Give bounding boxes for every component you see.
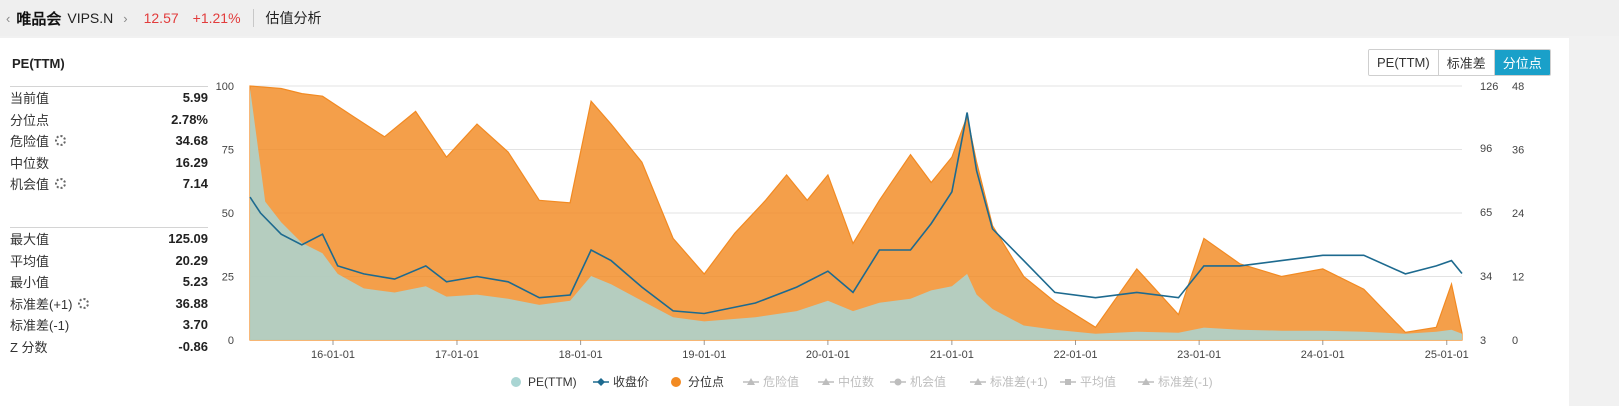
stat-min: 最小值 5.23 [10, 271, 208, 293]
x-tick-label: 23-01-01 [1177, 349, 1221, 361]
stat-std-plus: 标准差(+1) 36.88 [10, 293, 208, 315]
x-tick-label: 20-01-01 [806, 349, 850, 361]
series-pe-area [250, 88, 1462, 340]
y-tick-label: 25 [222, 272, 234, 284]
stat-danger: 危险值 34.68 [10, 130, 208, 152]
panel-title: PE(TTM) [12, 56, 65, 71]
y3-tick-label: 0 [1512, 335, 1518, 347]
stats-top: 当前值 5.99 分位点 2.78% 危险值 34.68 中位数 16.29 机会值 7.… [10, 86, 208, 195]
stat-value: 16.29 [175, 154, 208, 170]
stat-label: 最小值 [10, 275, 50, 291]
legend-marker [1142, 378, 1150, 385]
stat-label: 标准差(+1) [10, 296, 73, 312]
legend-item-label: 中位数 [838, 374, 874, 389]
section-title: 估值分析 [265, 10, 322, 26]
legend-item-label: 标准差(-1) [1158, 375, 1213, 389]
y-tick-label: 100 [216, 81, 234, 93]
stat-value: -0.86 [178, 338, 208, 354]
chevron-right-icon[interactable]: › [123, 10, 128, 26]
legend-item-label: PE(TTM) [528, 375, 577, 389]
stat-label: 标准差(-1) [10, 318, 70, 334]
y-tick-label: 0 [228, 335, 234, 347]
stats-bottom: 最大值 125.09 平均值 20.29 最小值 5.23 标准差(+1) 36.88 … [10, 227, 208, 357]
y2-tick-label: 34 [1480, 271, 1492, 283]
legend-marker [747, 378, 755, 385]
legend-marker [671, 377, 681, 387]
x-tick-label: 19-01-01 [682, 349, 726, 361]
chevron-left-icon[interactable]: ‹ [6, 10, 11, 26]
gear-icon[interactable] [78, 297, 90, 309]
stat-value: 36.88 [175, 295, 208, 311]
stat-value: 20.29 [175, 252, 208, 268]
x-tick-label: 24-01-01 [1301, 349, 1345, 361]
stat-value: 34.68 [175, 133, 208, 149]
y3-tick-label: 12 [1512, 272, 1524, 284]
stock-price: 12.57 [143, 10, 179, 26]
legend-marker [894, 378, 902, 386]
stat-zscore: Z 分数 -0.86 [10, 336, 208, 358]
x-tick-label: 18-01-01 [559, 349, 603, 361]
header-bar: ‹ 唯品会 VIPS.N › 12.57 +1.21% 估值分析 [0, 0, 1619, 36]
stat-percentile: 分位点 2.78% [10, 109, 208, 131]
stat-mean: 平均值 20.29 [10, 250, 208, 272]
y-tick-label: 50 [222, 208, 234, 220]
y3-tick-label: 48 [1512, 81, 1524, 93]
y2-tick-label: 3 [1480, 335, 1486, 347]
legend-marker [511, 377, 521, 387]
stat-label: 平均值 [10, 253, 50, 269]
stat-value: 2.78% [171, 111, 208, 127]
stock-ticker: VIPS.N [67, 10, 114, 26]
stat-label: Z 分数 [10, 339, 48, 355]
divider [252, 9, 254, 27]
y3-tick-label: 24 [1512, 208, 1524, 220]
stat-value: 7.14 [182, 176, 208, 192]
gear-icon[interactable] [55, 135, 67, 147]
legend-item-label: 危险值 [763, 374, 799, 389]
price-change: +1.21% [192, 10, 241, 26]
tab-percentile[interactable]: 分位点 [1494, 50, 1550, 75]
legend-marker [597, 378, 605, 386]
stat-label: 当前值 [10, 91, 50, 107]
tab-std[interactable]: 标准差 [1438, 50, 1495, 75]
legend-marker [822, 378, 830, 385]
y-tick-label: 75 [222, 145, 234, 157]
legend-item-label: 机会值 [910, 374, 946, 389]
stat-value: 125.09 [168, 231, 208, 247]
legend-item-label: 标准差(+1) [990, 375, 1048, 389]
x-tick-label: 21-01-01 [930, 349, 974, 361]
legend-item-label: 收盘价 [613, 374, 649, 389]
series-percentile-area [249, 85, 1463, 341]
stat-label: 最大值 [10, 232, 50, 248]
stock-name: 唯品会 [16, 10, 62, 28]
x-tick-label: 16-01-01 [311, 349, 355, 361]
stat-label: 中位数 [10, 155, 50, 171]
stat-current: 当前值 5.99 [10, 87, 208, 109]
stat-value: 5.99 [182, 90, 208, 106]
view-toggle: PE(TTM) 标准差 分位点 [1368, 49, 1551, 76]
stat-value: 3.70 [182, 317, 208, 333]
x-tick-label: 17-01-01 [435, 349, 479, 361]
legend-marker [1065, 379, 1071, 385]
legend-marker [974, 378, 982, 385]
gear-icon[interactable] [55, 178, 67, 190]
series-price-line [249, 112, 1463, 315]
legend-item-label: 分位点 [688, 374, 724, 389]
stat-max: 最大值 125.09 [10, 228, 208, 250]
y2-tick-label: 96 [1480, 143, 1492, 155]
stat-label: 危险值 [10, 134, 50, 150]
y3-tick-label: 36 [1512, 145, 1524, 157]
stat-median: 中位数 16.29 [10, 152, 208, 174]
stat-value: 5.23 [182, 274, 208, 290]
x-tick-label: 25-01-01 [1425, 349, 1469, 361]
tab-pe[interactable]: PE(TTM) [1369, 50, 1439, 75]
legend-item-label: 平均值 [1080, 374, 1116, 389]
stat-label: 机会值 [10, 177, 50, 193]
stat-opportunity: 机会值 7.14 [10, 173, 208, 195]
stat-std-minus: 标准差(-1) 3.70 [10, 314, 208, 336]
y2-tick-label: 126 [1480, 81, 1498, 93]
stat-label: 分位点 [10, 112, 50, 128]
x-tick-label: 22-01-01 [1053, 349, 1097, 361]
y2-tick-label: 65 [1480, 207, 1492, 219]
